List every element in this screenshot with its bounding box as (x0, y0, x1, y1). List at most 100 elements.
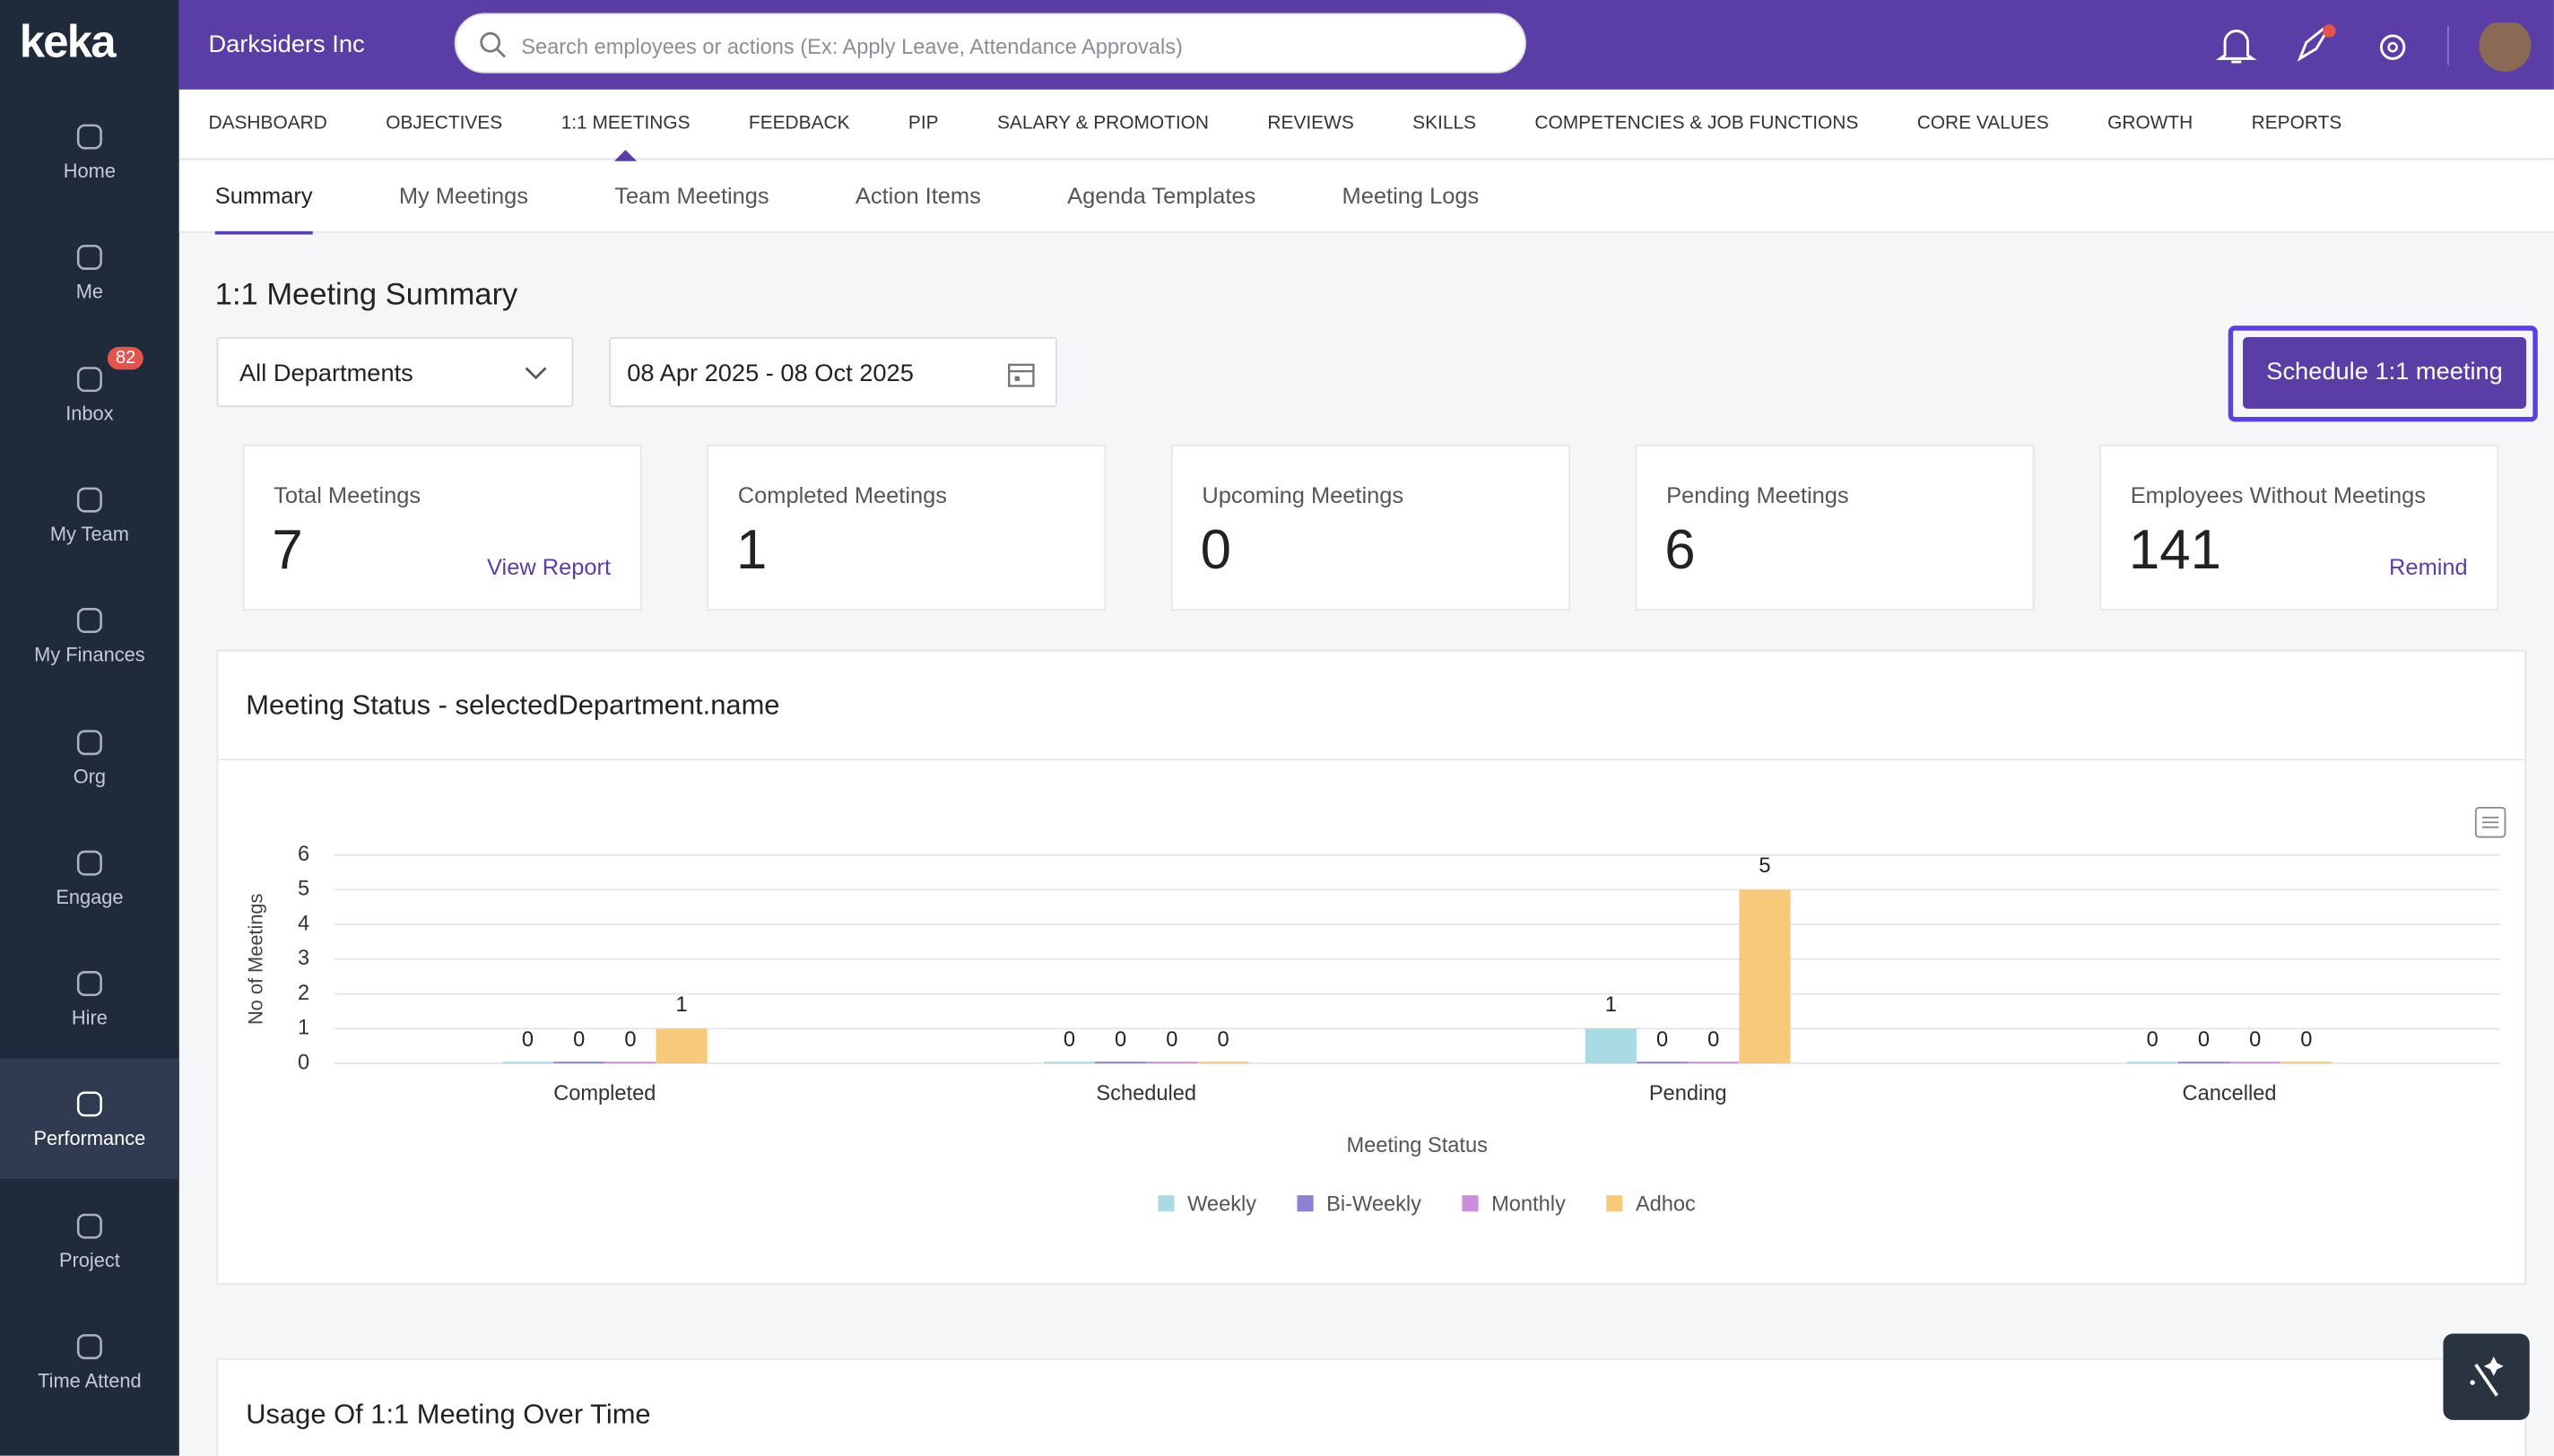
nav-item[interactable]: PIP (908, 114, 939, 134)
sub-tab[interactable]: Summary (215, 161, 313, 235)
nav-item[interactable]: REPORTS (2252, 114, 2342, 134)
sidebar-label: My Team (0, 523, 179, 545)
sidebar-item[interactable]: Org (0, 696, 179, 816)
nav-item[interactable]: DASHBOARD (208, 114, 326, 134)
sub-tabs: Summary My Meetings Team Meetings Action It… (179, 161, 2554, 233)
card-link[interactable]: View Report (487, 554, 611, 580)
sidebar-icon (74, 846, 106, 879)
nav-item[interactable]: OBJECTIVES (386, 114, 502, 134)
card-label: Completed Meetings (738, 482, 947, 508)
sidebar-item[interactable]: Project (0, 1180, 179, 1300)
sub-tab[interactable]: Agenda Templates (1067, 161, 1255, 231)
notification-icon[interactable] (2220, 31, 2253, 63)
sidebar-item[interactable]: Inbox 82 (0, 334, 179, 454)
panel-divider (218, 758, 2524, 760)
sidebar-item[interactable]: Performance (0, 1059, 179, 1179)
nav-item[interactable]: REVIEWS (1267, 114, 1353, 134)
nav-item[interactable]: 1:1 MEETINGS (561, 114, 691, 134)
date-range[interactable]: 08 Apr 2025 - 08 Oct 2025 (609, 337, 1056, 407)
sidebar-label: My Finances (0, 644, 179, 666)
schedule-button[interactable]: Schedule 1:1 meeting (2243, 337, 2526, 409)
sub-tab[interactable]: Action Items (856, 161, 981, 231)
sidebar-icon (74, 362, 106, 394)
assistant-icon (2443, 1334, 2529, 1420)
calendar-icon (1006, 360, 1036, 389)
settings-icon-core (2389, 43, 2397, 51)
chart-panel (217, 650, 2527, 1285)
sidebar-item[interactable]: My Team (0, 455, 179, 575)
sidebar-label: Inbox (0, 402, 179, 424)
nav-item[interactable]: GROWTH (2107, 114, 2193, 134)
card-label: Upcoming Meetings (1202, 482, 1403, 508)
rocket-icon[interactable] (2300, 30, 2326, 59)
summary-card: Completed Meetings 1 (707, 445, 1106, 611)
settings-icon[interactable] (2381, 36, 2403, 58)
search-placeholder: Search employees or actions (Ex: Apply L… (521, 34, 1183, 58)
usage-panel: Usage Of 1:1 Meeting Over Time (217, 1358, 2527, 1456)
summary-card: Upcoming Meetings 0 (1171, 445, 1570, 611)
search-icon (479, 31, 508, 61)
nav-item[interactable]: FEEDBACK (749, 114, 850, 134)
rocket-dot (2323, 24, 2336, 38)
card-value: 0 (1201, 519, 1231, 583)
sidebar-icon (74, 967, 106, 1000)
card-link[interactable]: Remind (2389, 554, 2468, 580)
sub-tab[interactable]: Team Meetings (614, 161, 769, 231)
sidebar-item[interactable]: Me (0, 212, 179, 333)
sidebar-label: Me (0, 281, 179, 303)
card-label: Pending Meetings (1666, 482, 1849, 508)
department-value: All Departments (239, 360, 413, 387)
sidebar-item[interactable]: Hire (0, 938, 179, 1058)
card-value: 141 (2129, 519, 2221, 583)
card-value: 6 (1664, 519, 1695, 583)
avatar[interactable] (2479, 22, 2531, 71)
sidebar-icon (74, 604, 106, 637)
sidebar-icon (74, 241, 106, 273)
assistant-button[interactable] (2443, 1334, 2529, 1420)
nav-item[interactable]: CORE VALUES (1917, 114, 2049, 134)
sidebar-label: Org (0, 765, 179, 787)
search-box[interactable]: Search employees or actions (Ex: Apply L… (455, 13, 1526, 74)
header-icons (2215, 22, 2541, 71)
sidebar-icon (74, 1209, 106, 1242)
nav-item[interactable]: SKILLS (1412, 114, 1476, 134)
card-value: 1 (736, 519, 767, 583)
sidebar-icon (74, 483, 106, 516)
page-title: 1:1 Meeting Summary (215, 279, 518, 315)
summary-card: Employees Without Meetings 141 Remind (2099, 445, 2498, 611)
sidebar-icon (74, 1330, 106, 1363)
sidebar-icon (74, 725, 106, 758)
sidebar-item[interactable]: My Finances (0, 575, 179, 695)
logo[interactable]: keka (20, 16, 115, 68)
nav-item[interactable]: COMPETENCIES & JOB FUNCTIONS (1534, 114, 1858, 134)
date-value: 08 Apr 2025 - 08 Oct 2025 (627, 360, 914, 387)
sidebar: keka Home Me Inbox 82 My Team My Finances Org E… (0, 0, 179, 1456)
chevron (525, 365, 547, 381)
sidebar-label: Performance (0, 1128, 179, 1150)
sidebar-label: Home (0, 160, 179, 182)
card-value: 7 (272, 519, 302, 583)
sidebar-item[interactable]: Home (0, 91, 179, 212)
card-label: Total Meetings (274, 482, 421, 508)
department-select[interactable]: All Departments (217, 337, 574, 407)
main-nav: DASHBOARD OBJECTIVES 1:1 MEETINGS FEEDBACK P… (179, 90, 2554, 160)
sidebar-label: Hire (0, 1007, 179, 1029)
sidebar-item[interactable]: Time Attend (0, 1301, 179, 1421)
chart-menu[interactable] (2474, 806, 2506, 838)
nav-item[interactable]: SALARY & PROMOTION (997, 114, 1209, 134)
badge: 82 (108, 346, 143, 368)
sub-tab[interactable]: Meeting Logs (1342, 161, 1480, 231)
sidebar-label: Time Attend (0, 1370, 179, 1392)
summary-card: Total Meetings 7 View Report (243, 445, 642, 611)
sidebar-label: Engage (0, 886, 179, 908)
company-name[interactable]: Darksiders Inc (208, 31, 364, 59)
sub-tab[interactable]: My Meetings (399, 161, 528, 231)
sidebar-label: Project (0, 1249, 179, 1271)
card-label: Employees Without Meetings (2131, 482, 2426, 508)
sidebar-item[interactable]: Engage (0, 817, 179, 937)
panel-title: Usage Of 1:1 Meeting Over Time (246, 1399, 650, 1431)
sidebar-icon (74, 1088, 106, 1121)
summary-card: Pending Meetings 6 (1636, 445, 2035, 611)
sidebar-icon (74, 120, 106, 152)
